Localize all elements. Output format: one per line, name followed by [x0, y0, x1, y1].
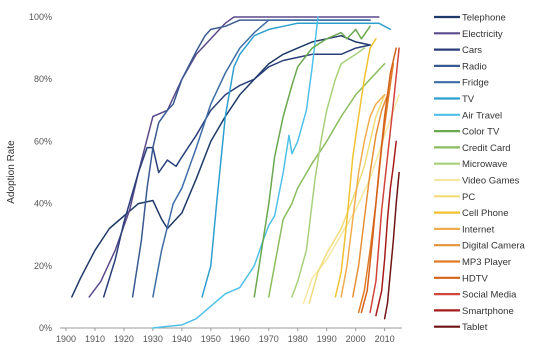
legend-label-pc: PC — [462, 192, 475, 203]
legend-label-video-games: Video Games — [462, 176, 520, 187]
legend-label-fridge: Fridge — [462, 78, 489, 89]
series-line-cell-phone — [334, 38, 377, 298]
series-line-tv — [201, 22, 392, 298]
x-tick-label: 2000 — [346, 334, 366, 344]
legend-label-electricity: Electricity — [462, 29, 503, 40]
series-line-fridge — [152, 19, 371, 298]
x-tick-label: 1910 — [85, 334, 105, 344]
legend-label-internet: Internet — [462, 224, 495, 235]
y-tick-label: 20% — [34, 261, 52, 271]
series-line-color-tv — [253, 25, 371, 298]
series-line-air-travel — [152, 16, 319, 329]
series-line-smartphone — [375, 140, 397, 317]
y-tick-label: 80% — [34, 74, 52, 84]
series-line-credit-card — [268, 62, 386, 298]
x-tick-label: 1940 — [172, 334, 192, 344]
legend-label-digital-camera: Digital Camera — [462, 241, 526, 252]
x-tick-label: 1950 — [201, 334, 221, 344]
legend-label-color-tv: Color TV — [462, 127, 500, 138]
legend-label-microwave: Microwave — [462, 159, 507, 170]
series-line-digital-camera — [352, 94, 389, 298]
series-lines — [71, 16, 400, 329]
y-tick-label: 40% — [34, 199, 52, 209]
x-tick-label: 1930 — [143, 334, 163, 344]
x-tick-label: 1970 — [259, 334, 279, 344]
x-tick-label: 1980 — [288, 334, 308, 344]
y-axis-ticks: 0% 20% 40% 60% 80% 100% — [29, 12, 52, 333]
legend-label-tv: TV — [462, 94, 475, 105]
legend-label-social-media: Social Media — [462, 290, 517, 301]
legend-label-cell-phone: Cell Phone — [462, 208, 508, 219]
series-line-telephone — [71, 34, 371, 298]
series-line-social-media — [369, 47, 400, 314]
x-tick-label: 1990 — [317, 334, 337, 344]
legend-label-tablet: Tablet — [462, 322, 488, 333]
legend-label-telephone: Telephone — [462, 13, 506, 24]
legend-label-smartphone: Smartphone — [462, 306, 514, 317]
series-line-electricity — [88, 16, 380, 298]
legend-label-cars: Cars — [462, 45, 482, 56]
legend-label-credit-card: Credit Card — [462, 143, 511, 154]
series-line-cars — [102, 44, 371, 298]
legend-label-radio: Radio — [462, 61, 487, 72]
x-tick-label: 1960 — [230, 334, 250, 344]
series-line-internet — [340, 94, 386, 298]
y-tick-label: 100% — [29, 12, 52, 22]
series-line-tablet — [383, 171, 400, 320]
legend-label-air-travel: Air Travel — [462, 110, 502, 121]
x-axis-ticks: 1900 1910 1920 1930 1940 1950 1960 1970 1980 1990… — [56, 328, 395, 344]
y-tick-label: 60% — [34, 136, 52, 146]
y-tick-label: 0% — [39, 323, 52, 333]
legend-label-hdtv: HDTV — [462, 273, 489, 284]
series-line-pc — [308, 94, 386, 304]
series-line-hdtv — [360, 47, 397, 314]
series-line-radio — [131, 19, 371, 298]
legend: Telephone Electricity Cars Radio Fridge TV Air… — [434, 13, 526, 333]
series-line-microwave — [291, 47, 366, 298]
legend-label-mp3-player: MP3 Player — [462, 257, 511, 268]
x-tick-label: 2010 — [375, 334, 395, 344]
x-tick-label: 1920 — [114, 334, 134, 344]
x-tick-label: 1900 — [56, 334, 76, 344]
y-axis-title: Adoption Rate — [6, 140, 17, 204]
